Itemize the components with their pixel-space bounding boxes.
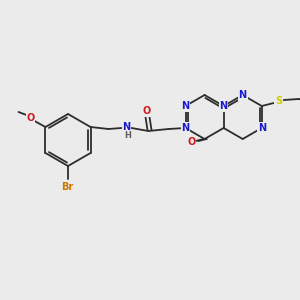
Text: O: O xyxy=(188,137,196,147)
Text: H: H xyxy=(124,131,131,140)
Text: Br: Br xyxy=(61,182,73,192)
Text: O: O xyxy=(142,106,151,116)
Text: N: N xyxy=(122,122,130,132)
Text: N: N xyxy=(220,101,228,111)
Text: N: N xyxy=(182,101,190,111)
Text: S: S xyxy=(275,96,282,106)
Text: N: N xyxy=(182,123,190,133)
Text: O: O xyxy=(26,113,34,123)
Text: N: N xyxy=(238,90,247,100)
Text: N: N xyxy=(258,123,266,133)
